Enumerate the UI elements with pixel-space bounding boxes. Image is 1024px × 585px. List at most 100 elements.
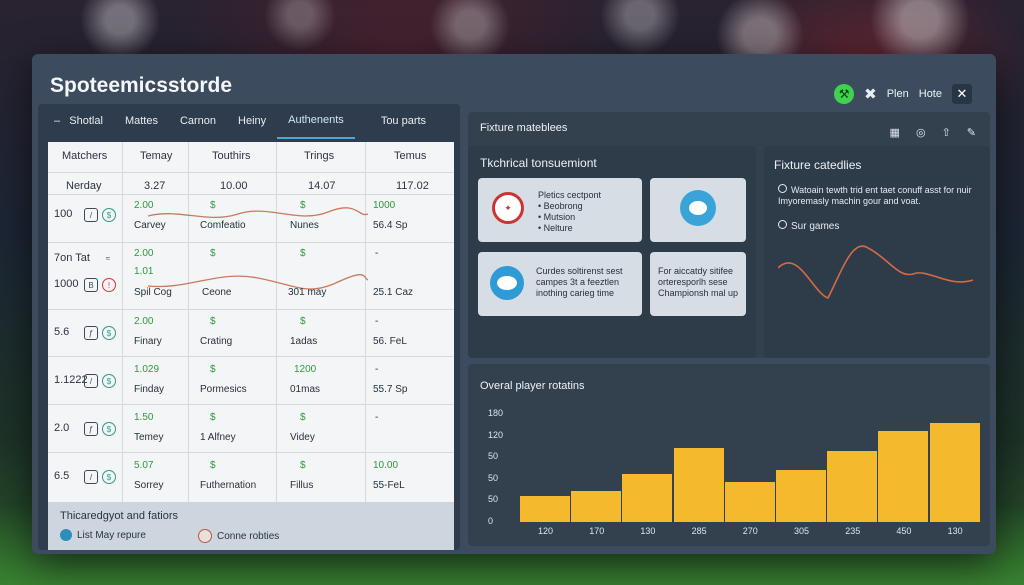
club-badge-icon xyxy=(680,190,716,226)
cell-value: $ xyxy=(210,200,216,211)
chart-panel: Overal player rotatins 180 120 50 50 50 0 120 1… xyxy=(468,364,990,546)
cell-value: 1adas xyxy=(290,336,318,347)
card-line: For aiccatdy sitifee xyxy=(658,266,734,276)
option-1[interactable]: Watoain tewth trid ent taet conuff asst … xyxy=(778,184,976,207)
bar[interactable] xyxy=(571,490,622,522)
bar[interactable] xyxy=(673,448,724,522)
chart-title: Overal player rotatins xyxy=(480,380,585,392)
cell-value: Comfeatio xyxy=(200,220,246,231)
info-icon[interactable]: $ xyxy=(102,374,116,388)
edit-icon[interactable]: / xyxy=(84,374,98,388)
subrow-cell: 117.02 xyxy=(396,180,429,192)
plen-link[interactable]: Plen xyxy=(886,88,909,100)
y-tick-label: 0 xyxy=(488,516,494,526)
subrow-cell: Nerday xyxy=(66,180,102,192)
cell-value: 2.00 xyxy=(134,248,154,259)
edit-icon[interactable]: / xyxy=(84,208,98,222)
card-line: campes 3t a feeztlen xyxy=(536,277,620,287)
tab-carnon[interactable]: Carnon xyxy=(179,115,217,127)
col-header[interactable]: Matchers xyxy=(62,150,108,162)
bar[interactable] xyxy=(776,469,826,522)
footer-title: Thicaredgyot and fatiors xyxy=(60,510,179,522)
option-2[interactable]: Sur games xyxy=(778,220,839,232)
tools-icon[interactable]: ✖ xyxy=(864,86,877,103)
tournament-card-2[interactable] xyxy=(650,178,746,242)
x-tick-label: 305 xyxy=(794,526,810,536)
edit-icon[interactable]: / xyxy=(84,470,98,484)
y-tick-label: 50 xyxy=(488,451,499,462)
cell-value: $ xyxy=(210,316,216,327)
cell-value: Temey xyxy=(134,432,164,443)
col-header[interactable]: Temay xyxy=(140,150,173,162)
bar[interactable] xyxy=(827,450,878,522)
x-tick-label: 130 xyxy=(947,526,963,536)
col-header[interactable]: Temus xyxy=(394,150,427,162)
tournament-card-3[interactable]: Curdes soltirenst sest campes 3t a feezt… xyxy=(478,252,642,316)
cell-value: $ xyxy=(300,200,306,211)
card-line: • Nelture xyxy=(538,223,573,233)
edit-icon[interactable]: ✎ xyxy=(966,127,976,139)
cell-value: 1.029 xyxy=(134,364,160,375)
tab-heiny[interactable]: Heiny xyxy=(238,115,267,127)
y-tick-label: 180 xyxy=(488,408,504,418)
cell-value: $ xyxy=(210,460,216,471)
tab-shotlal[interactable]: – Shotlal xyxy=(54,115,103,127)
factors-footer: Thicaredgyot and fatiors List May repure… xyxy=(48,502,454,550)
club-badge-icon: ✦ xyxy=(492,192,524,224)
col-header[interactable]: Touthirs xyxy=(212,150,251,162)
footer-item-label: List May repure xyxy=(77,529,146,541)
info-icon[interactable]: $ xyxy=(102,326,116,340)
row-label: 2.0 xyxy=(54,422,70,434)
panel-tools: ▦ ◎ ⇧ ✎ xyxy=(890,126,976,139)
edit-icon[interactable]: ƒ xyxy=(84,422,98,436)
info-icon xyxy=(60,529,72,541)
x-tick-label: 450 xyxy=(896,526,912,536)
grid-icon[interactable]: ▦ xyxy=(889,127,900,139)
cell-value: $ xyxy=(300,316,306,327)
topbar-actions: ⚒ ✖ Plen Hote ✕ xyxy=(834,84,972,104)
card-line: • Mutsion xyxy=(538,212,576,222)
pin-icon[interactable]: ⚒ xyxy=(834,84,855,104)
chat-icon[interactable]: ◎ xyxy=(915,127,926,139)
bar[interactable] xyxy=(520,496,570,522)
x-tick-label: 270 xyxy=(742,526,758,536)
bar[interactable] xyxy=(929,422,980,522)
footer-item-label: Conne robties xyxy=(217,530,280,542)
bar[interactable] xyxy=(878,431,929,522)
col-header[interactable]: Trings xyxy=(304,150,335,162)
row-label: 100 xyxy=(54,208,73,220)
y-tick-label: 50 xyxy=(488,494,499,505)
alert-icon[interactable]: ! xyxy=(102,278,116,292)
edit-icon[interactable]: ƒ xyxy=(84,326,98,340)
hote-link[interactable]: Hote xyxy=(918,88,942,100)
radio-icon xyxy=(778,220,787,229)
cell-value: 1200 xyxy=(294,364,317,375)
tab-tou-parts[interactable]: Tou parts xyxy=(380,115,427,127)
share-icon[interactable]: ⇧ xyxy=(941,127,951,139)
row-label: 6.5 xyxy=(54,470,70,482)
close-button[interactable]: ✕ xyxy=(952,84,972,104)
info-icon[interactable]: $ xyxy=(102,422,116,436)
tournament-panel: Tkchrical tonsuemiont ✦ Pletics cectpont… xyxy=(468,146,756,358)
bar[interactable] xyxy=(724,482,775,522)
cell-value: 301 may xyxy=(288,287,327,298)
info-icon[interactable]: $ xyxy=(102,470,116,484)
bar[interactable] xyxy=(622,473,673,522)
y-tick-label: 50 xyxy=(488,472,499,483)
footer-item-conne[interactable]: Conne robties xyxy=(198,529,279,543)
cell-value: Fillus xyxy=(290,480,314,491)
matches-table: Matchers Temay Touthirs Trings Temus Ner… xyxy=(48,142,454,502)
cell-value: Spil Cog xyxy=(134,287,172,298)
tab-authenents[interactable]: Authenents xyxy=(277,104,355,139)
tournament-card-1[interactable]: ✦ Pletics cectpont • Beobrong • Mutsion … xyxy=(478,178,642,242)
tournament-card-4[interactable]: For aiccatdy sitifee orteresporlh sese C… xyxy=(650,252,746,316)
tab-mattes[interactable]: Mattes xyxy=(124,115,158,127)
x-tick-label: 235 xyxy=(845,526,861,536)
info-icon[interactable]: $ xyxy=(102,208,116,222)
fixture-side-panel: Fixture catedlies Watoain tewth trid ent… xyxy=(764,146,990,358)
cell-value: - xyxy=(375,316,379,327)
card-line: Championsh mal up xyxy=(658,288,739,298)
copy-icon[interactable]: B xyxy=(84,278,98,292)
footer-item-list-may[interactable]: List May repure xyxy=(60,529,146,541)
wifi-icon: ≈ xyxy=(105,253,111,263)
